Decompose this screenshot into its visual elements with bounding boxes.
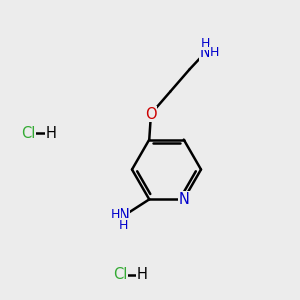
Text: N: N [200,45,211,60]
Text: H: H [137,267,148,282]
Text: H: H [210,46,219,59]
Text: N: N [118,208,129,224]
Text: H: H [111,208,120,221]
Text: H: H [46,126,56,141]
Text: Cl: Cl [113,267,127,282]
Text: O: O [145,106,157,122]
Text: H: H [201,37,210,50]
Text: N: N [178,192,189,207]
Text: Cl: Cl [21,126,36,141]
Text: H: H [119,219,128,232]
